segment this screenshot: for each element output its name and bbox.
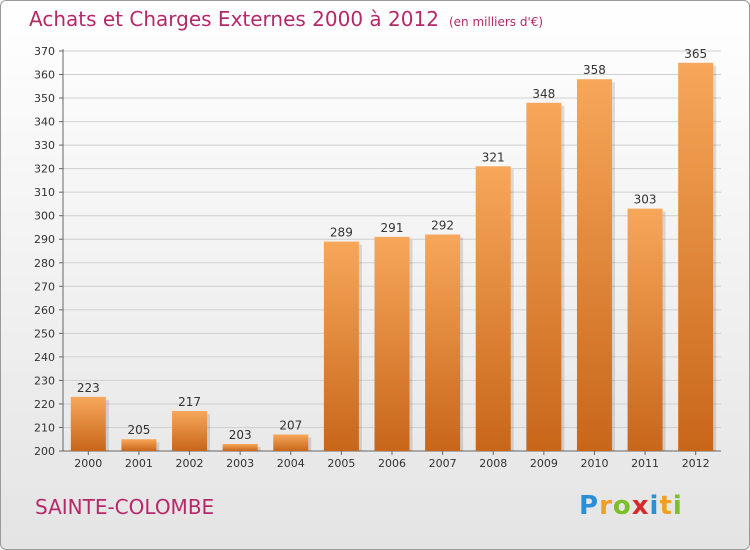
- data-label: 289: [330, 226, 353, 240]
- bar: [121, 439, 157, 451]
- bar: [323, 241, 359, 451]
- data-label: 292: [431, 219, 454, 233]
- x-tick-label: 2007: [429, 457, 457, 470]
- data-label: 223: [77, 381, 100, 395]
- x-tick-label: 2004: [277, 457, 305, 470]
- y-tick-label: 280: [34, 257, 55, 270]
- x-tick-label: 2000: [74, 457, 102, 470]
- x-tick-label: 2011: [631, 457, 659, 470]
- y-tick-label: 240: [34, 351, 55, 364]
- data-label: 321: [482, 150, 505, 164]
- y-tick-label: 340: [34, 116, 55, 129]
- bars: [70, 62, 717, 451]
- x-tick-label: 2002: [176, 457, 204, 470]
- labels: 200 210 220 230 240 250 260 270 280 290 300 310 320 3…: [34, 45, 710, 470]
- y-tick-label: 270: [34, 280, 55, 293]
- bar: [678, 62, 714, 451]
- y-tick-label: 320: [34, 163, 55, 176]
- y-tick-label: 210: [34, 421, 55, 434]
- logo-letter: o: [612, 491, 632, 521]
- data-label: 217: [178, 395, 201, 409]
- data-label: 358: [583, 63, 606, 77]
- bar: [425, 234, 461, 451]
- x-tick-label: 2010: [580, 457, 608, 470]
- logo-letter: r: [599, 491, 613, 521]
- x-tick-label: 2006: [378, 457, 406, 470]
- chart-title: Achats et Charges Externes 2000 à 2012: [29, 7, 439, 31]
- x-tick-label: 2005: [327, 457, 355, 470]
- x-tick-label: 2003: [226, 457, 254, 470]
- bar: [374, 236, 410, 451]
- bar: [627, 208, 663, 451]
- data-label: 291: [381, 221, 404, 235]
- chart-unit: (en milliers d'€): [448, 15, 544, 29]
- data-label: 203: [229, 428, 252, 442]
- data-label: 205: [127, 423, 150, 437]
- y-tick-label: 260: [34, 304, 55, 317]
- bar: [526, 102, 562, 451]
- bar: [172, 411, 208, 451]
- y-tick-label: 200: [34, 445, 55, 458]
- y-tick-label: 220: [34, 398, 55, 411]
- chart-title-block: Achats et Charges Externes 2000 à 2012 (e…: [29, 7, 543, 31]
- logo-letter: P: [579, 491, 600, 521]
- y-tick-label: 290: [34, 233, 55, 246]
- x-tick-label: 2009: [530, 457, 558, 470]
- proxiti-logo[interactable]: Proxiti: [579, 491, 683, 521]
- data-label: 365: [684, 47, 707, 61]
- bar: [576, 79, 612, 451]
- x-tick-label: 2012: [682, 457, 710, 470]
- bar: [222, 443, 258, 451]
- y-tick-label: 230: [34, 374, 55, 387]
- bar: [475, 166, 511, 451]
- logo-letter: t: [659, 491, 673, 521]
- logo-letter: x: [631, 491, 650, 521]
- logo-letter: i: [672, 491, 683, 521]
- y-tick-label: 300: [34, 210, 55, 223]
- y-tick-label: 250: [34, 327, 55, 340]
- bar: [273, 434, 309, 451]
- x-tick-label: 2001: [125, 457, 153, 470]
- y-tick-label: 330: [34, 139, 55, 152]
- logo-letter: i: [649, 491, 660, 521]
- x-tick-label: 2008: [479, 457, 507, 470]
- y-tick-label: 350: [34, 92, 55, 105]
- bar: [70, 396, 106, 451]
- y-tick-label: 310: [34, 186, 55, 199]
- data-label: 348: [532, 87, 555, 101]
- commune-name: SAINTE-COLOMBE: [35, 495, 215, 519]
- data-label: 207: [279, 419, 302, 433]
- data-label: 303: [634, 193, 657, 207]
- y-tick-label: 370: [34, 45, 55, 58]
- y-tick-label: 360: [34, 69, 55, 82]
